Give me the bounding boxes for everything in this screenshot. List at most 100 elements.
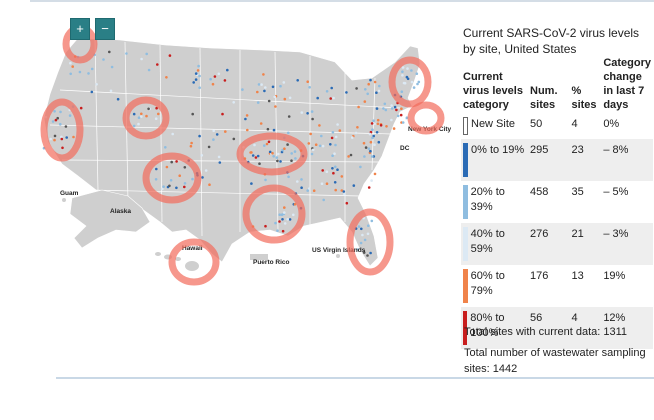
site-marker: [396, 114, 400, 118]
site-marker: [331, 154, 334, 157]
site-marker: [251, 154, 255, 157]
site-marker: [310, 152, 314, 156]
site-marker: [278, 220, 281, 223]
site-marker: [266, 127, 270, 131]
map-panel[interactable]: Guam Alaska Hawaii Puerto Rico US Virgin…: [0, 0, 460, 380]
legend-row: New Site 50 4 0%: [461, 113, 653, 139]
site-marker: [378, 84, 381, 88]
site-marker: [272, 128, 276, 132]
site-marker: [417, 80, 421, 84]
site-marker: [207, 145, 211, 149]
legend-cell-change: 12%: [601, 307, 653, 349]
legend-swatch: [463, 269, 468, 303]
site-marker: [390, 118, 393, 122]
site-marker: [232, 101, 235, 104]
site-marker: [224, 130, 227, 133]
site-marker: [410, 69, 413, 72]
site-marker: [217, 72, 221, 76]
site-marker: [364, 88, 367, 91]
site-marker: [155, 106, 158, 110]
site-marker: [226, 68, 229, 72]
site-marker: [276, 159, 279, 163]
site-marker: [90, 90, 94, 94]
site-marker: [204, 169, 208, 172]
site-marker: [375, 91, 378, 94]
site-marker: [379, 124, 383, 127]
annotation-circle-hawaii: [168, 238, 220, 286]
site-marker: [281, 148, 284, 152]
site-marker: [190, 141, 193, 145]
site-marker: [198, 134, 201, 138]
site-marker: [292, 213, 295, 217]
site-marker: [340, 175, 344, 178]
legend-cell-pct-sites: 4: [569, 307, 602, 349]
site-marker: [279, 84, 282, 88]
site-marker: [406, 77, 410, 81]
site-marker: [264, 86, 267, 89]
annotation-circle-nyc: [407, 101, 445, 135]
site-marker: [254, 156, 258, 159]
site-marker: [371, 136, 374, 140]
site-marker: [377, 89, 381, 93]
site-marker: [384, 108, 388, 112]
site-marker: [164, 146, 167, 149]
site-marker: [259, 122, 263, 125]
hawaii-islands: [155, 252, 199, 271]
site-marker: [382, 107, 385, 110]
site-marker: [334, 143, 337, 147]
zoom-in-button[interactable]: +: [70, 18, 90, 40]
guam-landmass: [62, 198, 66, 202]
site-marker: [170, 160, 173, 164]
site-marker: [183, 182, 187, 185]
site-marker: [373, 122, 376, 126]
site-marker: [368, 132, 372, 136]
site-marker: [198, 74, 201, 78]
site-marker: [370, 179, 373, 182]
virgin-islands-landmass: [336, 254, 340, 258]
site-marker: [217, 155, 221, 159]
legend-cell-category: 0% to 19%: [461, 139, 529, 181]
site-marker: [60, 137, 64, 141]
site-marker: [356, 248, 360, 251]
site-marker: [197, 64, 200, 68]
site-marker: [60, 135, 63, 139]
site-marker: [49, 137, 52, 141]
site-marker: [410, 80, 414, 84]
site-marker: [257, 83, 261, 86]
annotation-circle-idaho: [122, 96, 170, 140]
site-marker: [347, 155, 350, 158]
zoom-out-button[interactable]: −: [95, 18, 115, 40]
site-marker: [183, 166, 187, 169]
legend-row: 0% to 19% 295 23– 8%: [461, 139, 653, 181]
site-marker: [415, 72, 419, 75]
legend-swatch: [463, 227, 468, 261]
site-marker: [221, 112, 224, 116]
site-marker: [352, 184, 356, 187]
site-marker: [329, 143, 332, 146]
site-marker: [376, 122, 380, 126]
site-marker: [64, 125, 68, 128]
site-marker: [223, 79, 227, 82]
site-marker: [366, 232, 370, 236]
site-marker: [256, 154, 260, 158]
legend-swatch: [463, 143, 468, 177]
site-marker: [412, 86, 416, 89]
legend-row: 60% to 79% 176 13 19%: [461, 265, 653, 307]
site-marker: [279, 160, 282, 163]
puerto-rico-landmass: [250, 254, 268, 260]
site-marker: [241, 88, 244, 91]
site-marker: [390, 107, 394, 110]
site-marker: [253, 143, 256, 147]
site-marker: [366, 92, 370, 96]
annotation-circle-florida: [346, 208, 394, 276]
site-marker: [290, 159, 293, 162]
site-marker: [278, 213, 282, 216]
total-sampling-text: Total number of wastewater sampling site…: [464, 347, 646, 375]
us-map[interactable]: Guam Alaska Hawaii Puerto Rico US Virgin…: [0, 0, 460, 380]
legend-cell-num-sites: 458: [530, 186, 549, 198]
legend-cell-pct-sites: 23: [569, 139, 602, 181]
top-divider: [30, 0, 654, 2]
site-marker: [53, 110, 56, 113]
legend-cell-category: 40% to 59%: [461, 223, 529, 265]
site-marker: [102, 58, 105, 61]
